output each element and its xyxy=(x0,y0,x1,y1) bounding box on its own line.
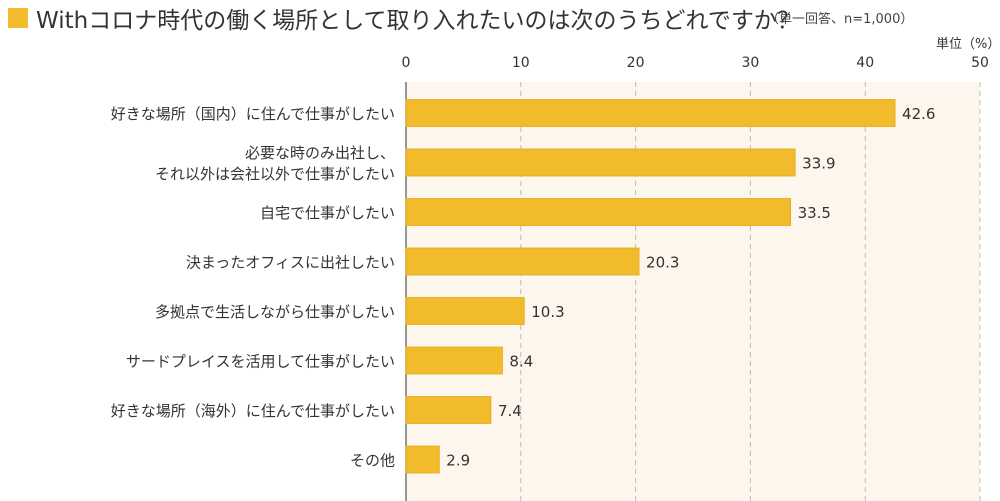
data-label: 10.3 xyxy=(531,303,564,321)
bar xyxy=(405,396,492,424)
data-label: 33.9 xyxy=(802,155,835,173)
data-label: 42.6 xyxy=(902,105,935,123)
x-tick-label: 10 xyxy=(512,55,530,71)
category-label: その他 xyxy=(350,452,395,470)
x-tick-label: 40 xyxy=(856,55,874,71)
chart-title: Withコロナ時代の働く場所として取り入れたいのは次のうちどれですか？ xyxy=(36,8,800,34)
category-label: 好きな場所（国内）に住んで仕事がしたい xyxy=(111,105,395,123)
category-label: 自宅で仕事がしたい xyxy=(260,204,395,222)
bar xyxy=(405,99,896,127)
x-tick-label: 20 xyxy=(627,55,645,71)
bar xyxy=(405,346,503,375)
x-tick-label: 30 xyxy=(741,55,759,71)
bar xyxy=(405,297,525,325)
chart-subtitle: （単一回答、n=1,000） xyxy=(766,12,914,27)
unit-label: 単位（%） xyxy=(936,37,1000,52)
category-label: 必要な時のみ出社し、 xyxy=(245,144,395,162)
bar xyxy=(405,198,791,226)
data-label: 33.5 xyxy=(798,204,831,222)
bar xyxy=(405,247,640,276)
category-label: それ以外は会社以外で仕事がしたい xyxy=(155,165,395,183)
title-marker-square xyxy=(8,8,28,28)
data-label: 2.9 xyxy=(446,452,470,470)
x-tick-label: 50 xyxy=(971,55,989,71)
category-label: 好きな場所（海外）に住んで仕事がしたい xyxy=(111,402,395,420)
plot-area xyxy=(406,82,980,501)
data-label: 20.3 xyxy=(646,254,679,272)
category-label: サードプレイスを活用して仕事がしたい xyxy=(126,353,395,371)
x-tick-label: 0 xyxy=(402,55,411,71)
data-label: 8.4 xyxy=(509,353,533,371)
bar xyxy=(405,445,440,474)
data-label: 7.4 xyxy=(498,402,522,420)
bar xyxy=(405,148,796,177)
category-label: 多拠点で生活しながら仕事がしたい xyxy=(155,303,395,321)
category-label: 決まったオフィスに出社したい xyxy=(186,254,395,272)
